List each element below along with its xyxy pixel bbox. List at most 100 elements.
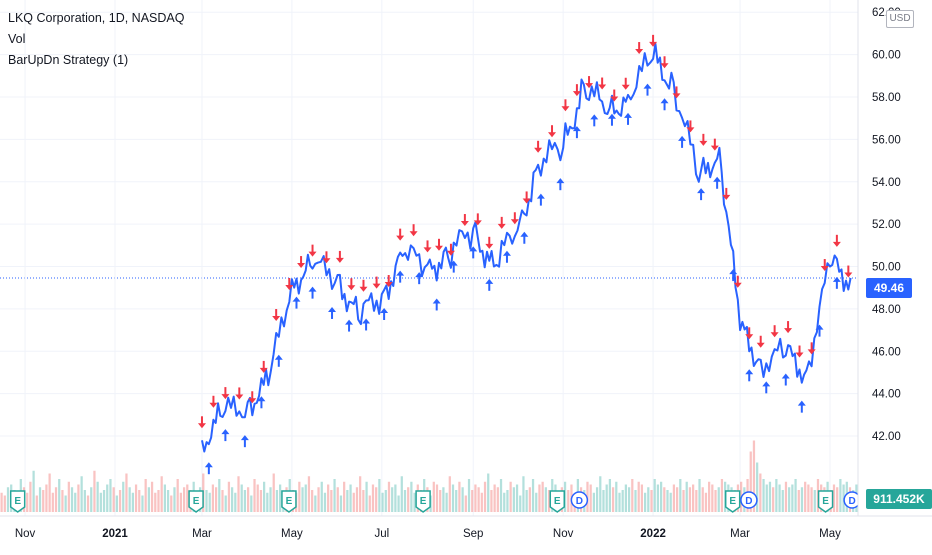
svg-text:E: E [14,496,21,507]
sell-signal-arrow [308,244,317,257]
volume-bar [615,481,618,512]
sell-signal-arrow [610,89,619,102]
volume-bar [394,484,397,512]
sell-signal-arrow [807,342,816,355]
earnings-marker[interactable]: E [724,490,741,513]
volume-bar [122,481,125,512]
volume-bar [810,487,813,512]
volume-bar [679,479,682,512]
volume-bar [150,481,154,512]
volume-bar [106,484,109,512]
volume-bar [407,487,410,512]
dividend-marker[interactable]: D [740,491,758,509]
volume-bar [391,487,394,512]
volume-bar [797,490,800,512]
volume-bar [362,490,365,512]
volume-bar [515,484,519,512]
buy-signal-arrow [607,113,616,126]
volume-bar [637,481,640,512]
volume-bar [813,490,816,512]
volume-bar [112,487,115,512]
volume-bar [387,481,391,512]
volume-bar [519,495,522,512]
sell-signal-arrow [248,391,257,404]
sell-signal-arrow [460,214,469,227]
volume-bar [756,462,759,512]
volume-bar [400,476,403,512]
y-tick-label: 58.00 [872,92,901,104]
volume-bar [263,481,266,512]
volume-bar [109,479,112,512]
sell-signal-arrow [434,238,443,251]
buy-signal-arrow [274,354,283,367]
volume-bar [6,487,10,512]
volume-bar [477,487,480,512]
volume-bar [3,495,6,512]
earnings-marker[interactable]: E [415,490,431,513]
earnings-marker[interactable]: E [817,490,834,513]
sell-signal-arrow [359,279,368,292]
volume-bar [474,484,477,512]
earnings-marker[interactable]: E [549,490,566,513]
sell-signal-arrow [756,335,765,348]
sell-signal-arrow [446,243,455,256]
symbol-title[interactable]: LKQ Corporation, 1D, NASDAQ [8,11,185,25]
buy-signal-arrow [556,178,565,191]
volume-label[interactable]: Vol [8,32,26,46]
buy-signal-arrow [221,429,230,442]
currency-label[interactable]: USD [886,10,914,28]
sell-signal-arrow [396,228,405,241]
volume-bar [800,487,804,512]
y-tick-label: 60.00 [872,50,901,62]
volume-bar [432,481,435,512]
volume-bar [237,476,240,512]
buy-signal-arrow [643,83,652,96]
volume-bar [512,487,515,512]
sell-signal-arrow [784,321,793,334]
volume-bar [688,487,692,512]
sell-signal-arrow [770,325,779,338]
sell-signal-arrow [699,133,708,146]
strategy-label[interactable]: BarUpDn Strategy (1) [8,53,129,67]
sell-signal-arrow [510,212,519,225]
sell-signal-arrow [335,250,344,263]
earnings-marker[interactable]: E [188,490,204,513]
volume-bar [711,484,714,512]
volume-bar [618,492,621,512]
earnings-marker[interactable]: E [9,490,26,513]
x-tick-label: Jul [374,528,389,540]
svg-text:E: E [554,496,561,507]
dividend-marker[interactable]: D [570,491,589,509]
buy-signal-arrow [797,400,806,413]
volume-bar [544,487,547,512]
volume-bar [631,479,634,512]
buy-signal-arrow [292,296,301,309]
volume-bar [490,490,493,512]
volume-bar [403,490,407,512]
x-tick-label: Mar [730,528,750,540]
sell-signal-arrow [722,187,731,200]
volume-bar [333,479,336,512]
buy-signal-arrow [328,306,337,319]
volume-bar [535,492,538,512]
volume-bar [448,476,451,512]
volume-bar [650,490,653,512]
earnings-marker[interactable]: E [281,490,297,513]
volume-bar [234,492,237,512]
volume-bar [266,492,269,512]
volume-bar [480,492,483,512]
volume-bar [701,487,704,512]
sell-signal-arrow [423,240,432,253]
volume-bar [304,484,307,512]
buy-signal-arrow [745,369,754,382]
volume-bar [301,487,304,512]
volume-bar [54,487,58,512]
volume-bar [118,490,122,512]
sell-signal-arrow [585,76,594,89]
volume-bar [506,490,509,512]
volume-bar [218,479,221,512]
volume-bar [704,492,708,512]
sell-signal-arrow [572,84,581,97]
